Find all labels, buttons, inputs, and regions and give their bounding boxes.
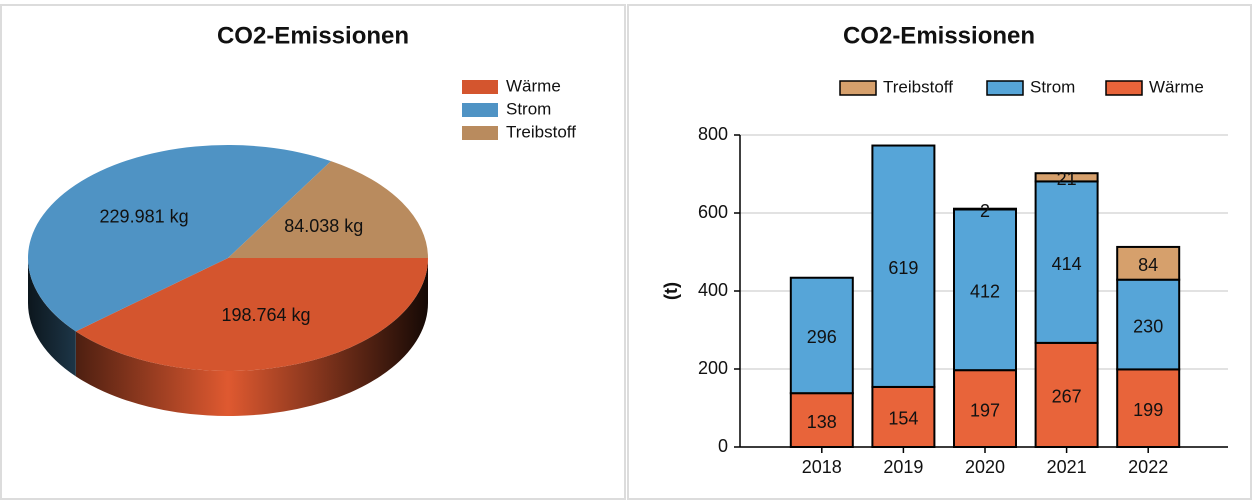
legend-label: Wärme [1149, 77, 1204, 96]
bar-value-label: 296 [807, 327, 837, 347]
x-tick-label: 2019 [883, 457, 923, 477]
bar-value-label: 154 [888, 409, 918, 429]
pie-value-label: 229.981 kg [100, 207, 189, 227]
legend-swatch [462, 126, 498, 140]
bar-value-label: 412 [970, 282, 1000, 302]
bar-value-label: 199 [1133, 400, 1163, 420]
y-tick-label: 800 [698, 124, 728, 144]
y-tick-label: 400 [698, 280, 728, 300]
pie-value-label: 84.038 kg [284, 216, 363, 236]
bar-segment [1116, 278, 1181, 371]
pie-side [28, 258, 76, 377]
bar-segment [1116, 245, 1181, 281]
bar-segment [1034, 341, 1099, 448]
pie-value-label: 198.764 kg [221, 305, 310, 325]
bar-value-label: 414 [1052, 254, 1082, 274]
legend-swatch [1105, 80, 1143, 96]
bar-value-label: 21 [1057, 169, 1077, 189]
legend-swatch [839, 80, 877, 96]
x-tick-label: 2021 [1047, 457, 1087, 477]
legend-label: Strom [1030, 77, 1075, 96]
pie-slice [75, 258, 428, 371]
bar-title: CO2-Emissionen [843, 22, 1035, 49]
pie-slice [27, 145, 332, 332]
bar-value-label: 230 [1133, 316, 1163, 336]
bar-value-label: 267 [1052, 387, 1082, 407]
y-tick-label: 600 [698, 202, 728, 222]
bar-segment [953, 207, 1017, 211]
pie-title: CO2-Emissionen [217, 22, 409, 49]
legend-swatch [462, 103, 498, 117]
y-tick-label: 0 [718, 436, 728, 456]
x-tick-label: 2022 [1128, 457, 1168, 477]
x-tick-label: 2018 [802, 457, 842, 477]
pie-slice [228, 161, 428, 258]
bar-segment [871, 144, 936, 388]
bar-segment [953, 369, 1017, 449]
bar-value-label: 197 [970, 400, 1000, 420]
y-tick-label: 200 [698, 358, 728, 378]
bar-value-label: 2 [980, 201, 990, 221]
x-tick-label: 2020 [965, 457, 1005, 477]
legend-label: Treibstoff [506, 122, 576, 141]
legend-swatch [986, 80, 1024, 96]
y-axis-title: (t) [661, 282, 681, 300]
bar-segment [871, 385, 936, 449]
bar-segment [789, 392, 854, 448]
legend-label: Wärme [506, 76, 561, 95]
bar-segment [1034, 180, 1099, 344]
bar-segment [1034, 172, 1099, 183]
legend-label: Treibstoff [883, 77, 953, 96]
bar-segment [789, 276, 854, 395]
legend-label: Strom [506, 99, 551, 118]
bar-segment [953, 208, 1017, 372]
bar-value-label: 138 [807, 412, 837, 432]
bar-value-label: 619 [888, 258, 918, 278]
bar-segment [1116, 368, 1181, 449]
legend-swatch [462, 80, 498, 94]
bar-value-label: 84 [1138, 255, 1158, 275]
pie-side [75, 258, 428, 416]
